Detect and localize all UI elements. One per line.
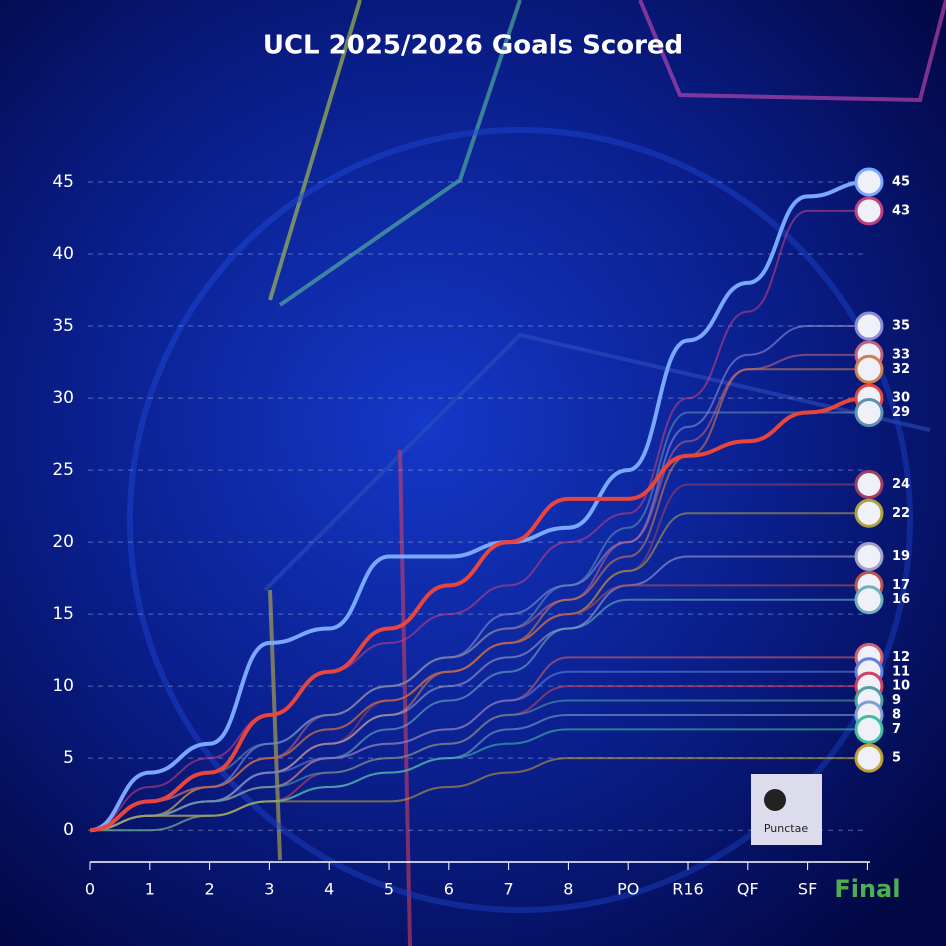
team-badge	[854, 196, 884, 226]
series-line	[89, 699, 868, 832]
y-tick-label: 30	[52, 388, 74, 408]
end-label: 22	[892, 506, 910, 521]
x-tick-label: Final	[834, 875, 900, 903]
y-tick-label: 5	[63, 748, 74, 768]
team-badge	[854, 585, 884, 615]
team-badge	[854, 311, 884, 341]
x-tick-label: 2	[205, 880, 215, 899]
end-label: 9	[892, 693, 901, 708]
end-label: 30	[892, 391, 910, 406]
team-badge	[854, 498, 884, 528]
x-tick-label: 3	[264, 880, 274, 899]
x-tick-label: 5	[384, 880, 394, 899]
end-label: 12	[892, 650, 910, 665]
end-label: 19	[892, 549, 910, 564]
team-badge	[854, 542, 884, 572]
chart-title: UCL 2025/2026 Goals Scored	[263, 31, 683, 61]
logo-box	[751, 774, 822, 845]
series-line	[89, 584, 868, 832]
series-line	[89, 180, 868, 833]
team-badge	[854, 714, 884, 744]
end-label: 45	[892, 175, 910, 190]
series-line	[89, 325, 868, 832]
y-tick-label: 35	[52, 316, 74, 336]
series-line	[89, 757, 868, 832]
team-badge	[854, 167, 884, 197]
end-label: 8	[892, 707, 901, 722]
y-tick-label: 20	[52, 532, 74, 552]
x-tick-label: PO	[617, 880, 639, 899]
end-label: 24	[892, 477, 910, 492]
y-tick-label: 15	[52, 604, 74, 624]
team-badge	[854, 743, 884, 773]
logo-icon	[764, 789, 786, 811]
y-tick-label: 0	[63, 820, 74, 840]
end-label: 16	[892, 592, 910, 607]
end-label: 43	[892, 203, 910, 218]
series-line	[89, 209, 868, 832]
x-tick-label: SF	[798, 880, 817, 899]
logo: Punctae	[751, 774, 822, 845]
y-tick-label: 10	[52, 676, 74, 696]
end-label: 17	[892, 578, 910, 593]
end-label: 33	[892, 347, 910, 362]
end-label: 29	[892, 405, 910, 420]
x-tick-label: 0	[85, 880, 95, 899]
x-tick-label: 8	[563, 880, 573, 899]
y-tick-label: 25	[52, 460, 74, 480]
end-label: 7	[892, 722, 901, 737]
x-tick-label: R16	[672, 880, 703, 899]
end-label: 5	[892, 751, 901, 766]
end-label: 35	[892, 319, 910, 334]
x-tick-label: 1	[145, 880, 155, 899]
team-badge	[854, 397, 884, 427]
x-tick-label: QF	[737, 880, 759, 899]
series-line	[89, 396, 868, 833]
team-badge	[854, 354, 884, 384]
end-label: 10	[892, 679, 910, 694]
y-tick-label: 40	[52, 244, 74, 264]
end-label: 32	[892, 362, 910, 377]
x-tick-label: 4	[324, 880, 334, 899]
x-tick-label: 7	[504, 880, 514, 899]
logo-text: Punctae	[764, 822, 808, 835]
end-label: 11	[892, 664, 910, 679]
team-badge	[854, 470, 884, 499]
x-tick-label: 6	[444, 880, 454, 899]
y-tick-label: 45	[52, 172, 74, 192]
